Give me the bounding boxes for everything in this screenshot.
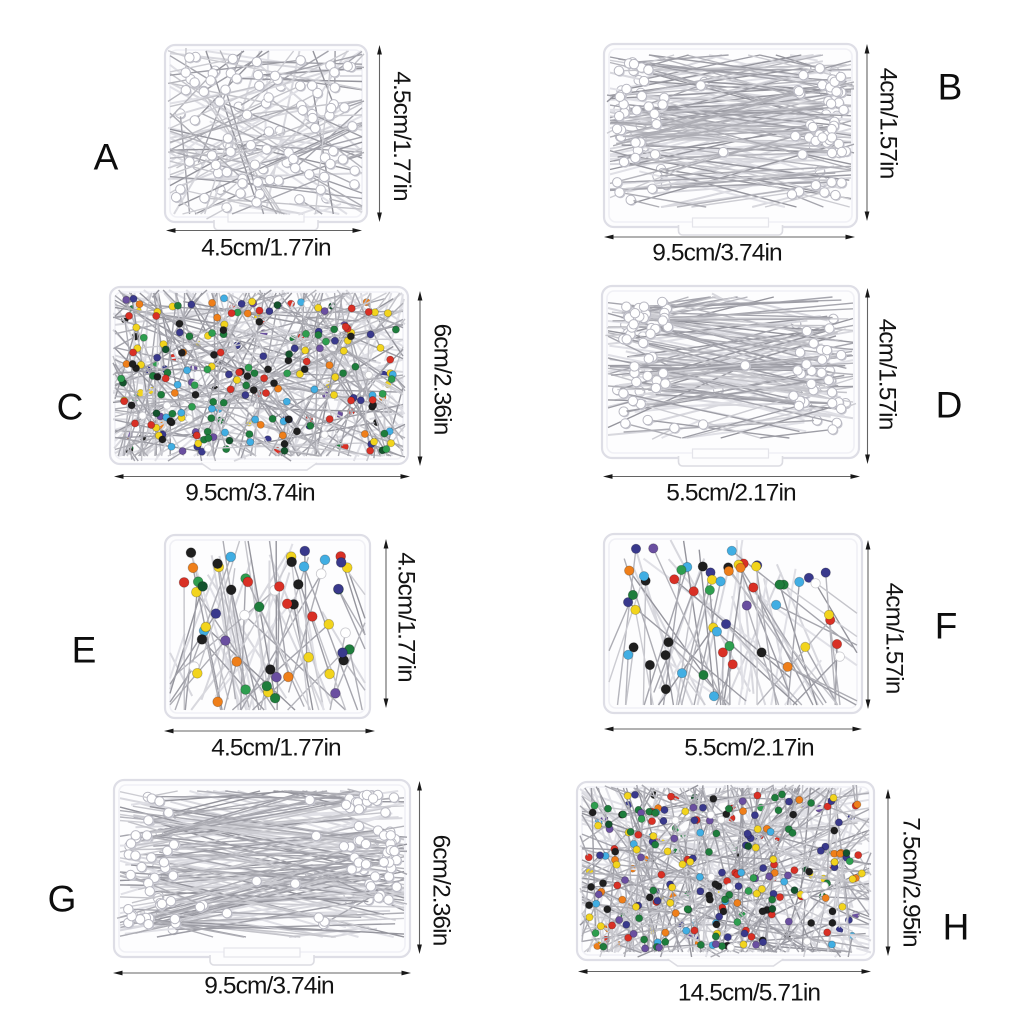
svg-text:D: D xyxy=(936,385,963,426)
svg-text:4.5cm/1.77in: 4.5cm/1.77in xyxy=(211,735,341,762)
svg-text:6cm/2.36in: 6cm/2.36in xyxy=(428,835,455,946)
svg-text:4cm/1.57in: 4cm/1.57in xyxy=(875,68,902,179)
svg-text:7.5cm/2.95in: 7.5cm/2.95in xyxy=(898,817,925,947)
svg-text:9.5cm/3.74in: 9.5cm/3.74in xyxy=(185,480,315,507)
svg-text:4cm/1.57in: 4cm/1.57in xyxy=(881,583,908,694)
svg-text:A: A xyxy=(94,137,119,178)
svg-text:5.5cm/2.17in: 5.5cm/2.17in xyxy=(684,735,814,762)
svg-text:4.5cm/1.77in: 4.5cm/1.77in xyxy=(388,71,415,201)
svg-text:9.5cm/3.74in: 9.5cm/3.74in xyxy=(204,973,334,1000)
svg-text:C: C xyxy=(57,387,84,428)
svg-text:B: B xyxy=(938,67,963,108)
svg-text:6cm/2.36in: 6cm/2.36in xyxy=(429,324,456,435)
svg-text:9.5cm/3.74in: 9.5cm/3.74in xyxy=(652,240,782,267)
svg-text:G: G xyxy=(48,879,77,920)
svg-text:H: H xyxy=(943,907,970,948)
svg-text:4.5cm/1.77in: 4.5cm/1.77in xyxy=(393,552,420,682)
svg-text:14.5cm/5.71in: 14.5cm/5.71in xyxy=(678,980,820,1007)
svg-text:4.5cm/1.77in: 4.5cm/1.77in xyxy=(201,235,331,262)
svg-text:E: E xyxy=(72,630,97,671)
svg-text:F: F xyxy=(935,606,958,647)
svg-text:4cm/1.57in: 4cm/1.57in xyxy=(874,319,901,430)
svg-text:5.5cm/2.17in: 5.5cm/2.17in xyxy=(666,480,796,507)
